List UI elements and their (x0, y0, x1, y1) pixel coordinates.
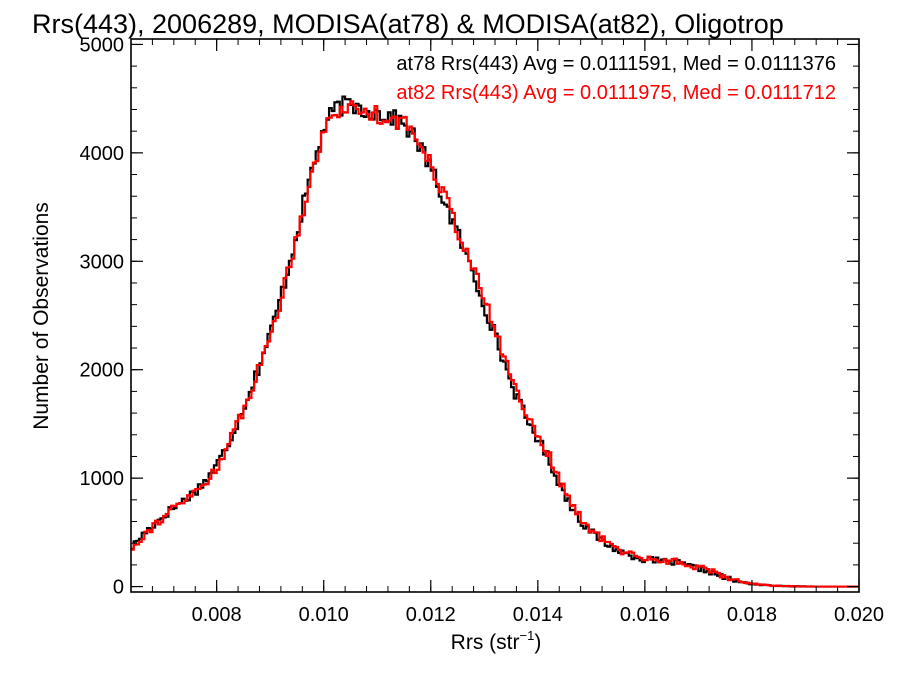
series-line-at78 (131, 95, 859, 588)
x-axis-label-close: ) (534, 631, 541, 654)
plot-frame (130, 38, 860, 593)
x-axis-label-main: Rrs (str (451, 631, 520, 654)
x-tick-label: 0.018 (727, 604, 777, 626)
chart-title: Rrs(443), 2006289, MODISA(at78) & MODISA… (32, 9, 784, 39)
x-axis-label: Rrs (str−1) (451, 628, 542, 654)
legend-entry-at82: at82 Rrs(443) Avg = 0.0111975, Med = 0.0… (396, 82, 836, 104)
y-tick-label: 2000 (80, 360, 125, 382)
x-tick-label: 0.012 (406, 604, 456, 626)
plot-area (131, 95, 859, 588)
y-tick-label: 4000 (80, 143, 125, 165)
legend-entry-at78: at78 Rrs(443) Avg = 0.0111591, Med = 0.0… (396, 53, 836, 75)
y-tick-label: 1000 (80, 468, 125, 490)
y-tick-label: 5000 (80, 34, 125, 56)
x-axis-label-superscript: −1 (520, 628, 535, 643)
y-tick-label: 0 (113, 577, 124, 599)
x-tick-label: 0.016 (620, 604, 670, 626)
x-tick-label: 0.014 (513, 604, 563, 626)
y-tick-label: 3000 (80, 251, 125, 273)
x-tick-label: 0.020 (834, 604, 884, 626)
series-line-at82 (131, 100, 859, 588)
x-tick-label: 0.008 (192, 604, 242, 626)
y-axis-label: Number of Observations (30, 202, 53, 430)
axis-ticks: 0.008 0.010 0.012 0.014 0.016 0.018 0.020 0 1000… (80, 34, 885, 626)
x-tick-label: 0.010 (299, 604, 349, 626)
